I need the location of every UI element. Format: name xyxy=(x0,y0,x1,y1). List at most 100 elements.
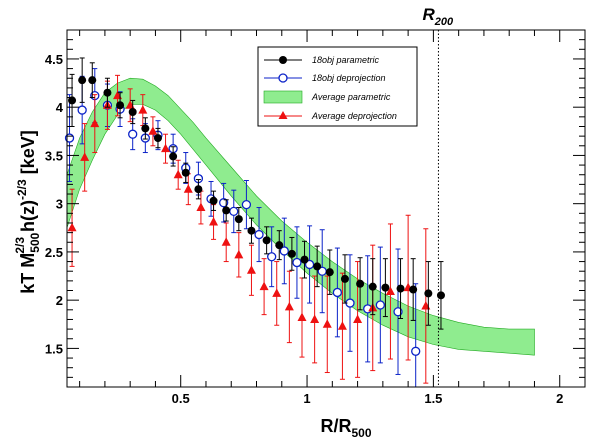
data-point xyxy=(209,217,219,226)
series-18obj-deprojection xyxy=(64,68,421,388)
legend-entry-18obj-parametric: 18obj parametric xyxy=(264,55,380,65)
plot-frame xyxy=(66,29,586,388)
y-tick-label: 4 xyxy=(56,100,64,115)
data-point xyxy=(183,184,193,193)
data-point xyxy=(141,124,150,133)
r200-label: R200 xyxy=(422,5,454,28)
legend-entry-average-parametric: Average parametric xyxy=(263,90,391,104)
data-point xyxy=(393,307,403,317)
data-point xyxy=(381,283,390,292)
data-point xyxy=(234,249,244,259)
data-point xyxy=(68,96,77,105)
x-tick-label: 0.5 xyxy=(172,391,190,406)
data-point xyxy=(116,101,125,110)
average-parametric-band xyxy=(66,77,535,356)
data-point xyxy=(88,76,97,85)
data-point xyxy=(356,279,365,288)
axis-ticks xyxy=(67,30,586,387)
y-tick-label: 2 xyxy=(56,293,63,308)
data-point xyxy=(259,281,269,291)
data-point xyxy=(173,169,183,179)
y-tick-label: 4.5 xyxy=(45,52,63,67)
legend: 18obj parametric 18obj deprojection Aver… xyxy=(257,46,418,127)
data-point xyxy=(246,265,256,274)
legend-marker-filled-circle xyxy=(279,56,287,64)
data-point xyxy=(411,346,421,356)
legend-marker-open-circle xyxy=(278,73,288,83)
data-point xyxy=(385,286,395,295)
data-point xyxy=(161,143,171,153)
data-point xyxy=(222,206,231,215)
data-point xyxy=(284,301,294,311)
data-point xyxy=(396,284,405,293)
data-point xyxy=(241,199,252,210)
series-layer xyxy=(64,57,445,388)
data-point xyxy=(375,300,385,310)
data-point xyxy=(221,237,231,246)
data-point xyxy=(267,252,277,262)
x-tick-label: 2 xyxy=(556,391,563,406)
data-point xyxy=(229,206,239,217)
x-tick-label: 1.5 xyxy=(424,391,442,406)
data-point xyxy=(77,105,87,115)
data-point xyxy=(103,88,112,97)
data-point xyxy=(322,319,332,328)
data-point xyxy=(300,255,309,264)
x-axis-title: R/R500 xyxy=(320,416,371,438)
legend-entry-18obj-deprojection: 18obj deprojection xyxy=(264,73,386,83)
data-point xyxy=(332,287,343,298)
y-tick-label: 2.5 xyxy=(45,245,63,260)
legend-entry-average-deprojection: Average deprojection xyxy=(264,111,397,121)
data-point xyxy=(272,288,282,297)
data-point xyxy=(292,257,302,268)
data-point xyxy=(219,198,229,208)
series-18obj-parametric xyxy=(68,57,445,330)
data-point xyxy=(275,241,284,250)
y-tick-label: 1.5 xyxy=(45,341,63,356)
data-point xyxy=(181,168,190,177)
legend-label: 18obj parametric xyxy=(312,55,380,65)
data-point xyxy=(67,222,77,232)
data-point xyxy=(262,236,271,245)
y-axis-title: kT M500-2/3 h(z)-2/3 [keV] xyxy=(13,130,42,293)
data-point xyxy=(169,152,178,161)
data-point xyxy=(310,314,320,323)
data-point xyxy=(196,202,206,212)
data-point xyxy=(304,259,315,270)
data-point xyxy=(234,215,243,224)
data-point xyxy=(279,246,289,256)
data-point xyxy=(409,285,418,294)
axis-tick-labels: 0.5 1 1.5 2 1.5 2 2.5 3 3.5 4 4.5 xyxy=(45,52,563,406)
data-point xyxy=(194,185,203,194)
data-point xyxy=(325,268,334,277)
data-point xyxy=(424,289,433,298)
data-point xyxy=(90,118,100,128)
data-point xyxy=(368,282,377,291)
data-point xyxy=(138,105,148,114)
average-parametric-band-layer xyxy=(66,77,535,356)
data-point xyxy=(153,134,162,143)
legend-label: Average deprojection xyxy=(311,111,397,121)
legend-label: Average parametric xyxy=(311,92,391,102)
data-point xyxy=(340,274,349,283)
data-point xyxy=(247,226,256,235)
data-point xyxy=(287,249,296,258)
legend-band-swatch xyxy=(263,90,303,104)
legend-label: 18obj deprojection xyxy=(312,73,386,83)
x-tick-label: 1 xyxy=(303,391,310,406)
data-point xyxy=(128,129,138,139)
data-point xyxy=(80,152,90,161)
data-point xyxy=(78,76,87,85)
y-tick-label: 3.5 xyxy=(45,148,63,163)
y-tick-label: 3 xyxy=(56,197,63,212)
data-point xyxy=(254,229,264,240)
data-point xyxy=(337,321,347,330)
data-point xyxy=(436,291,445,300)
legend-marker-triangle xyxy=(278,111,288,119)
data-point xyxy=(128,108,137,117)
data-point xyxy=(209,196,218,205)
data-point xyxy=(297,312,307,322)
data-point xyxy=(148,126,158,135)
data-point xyxy=(353,314,363,323)
